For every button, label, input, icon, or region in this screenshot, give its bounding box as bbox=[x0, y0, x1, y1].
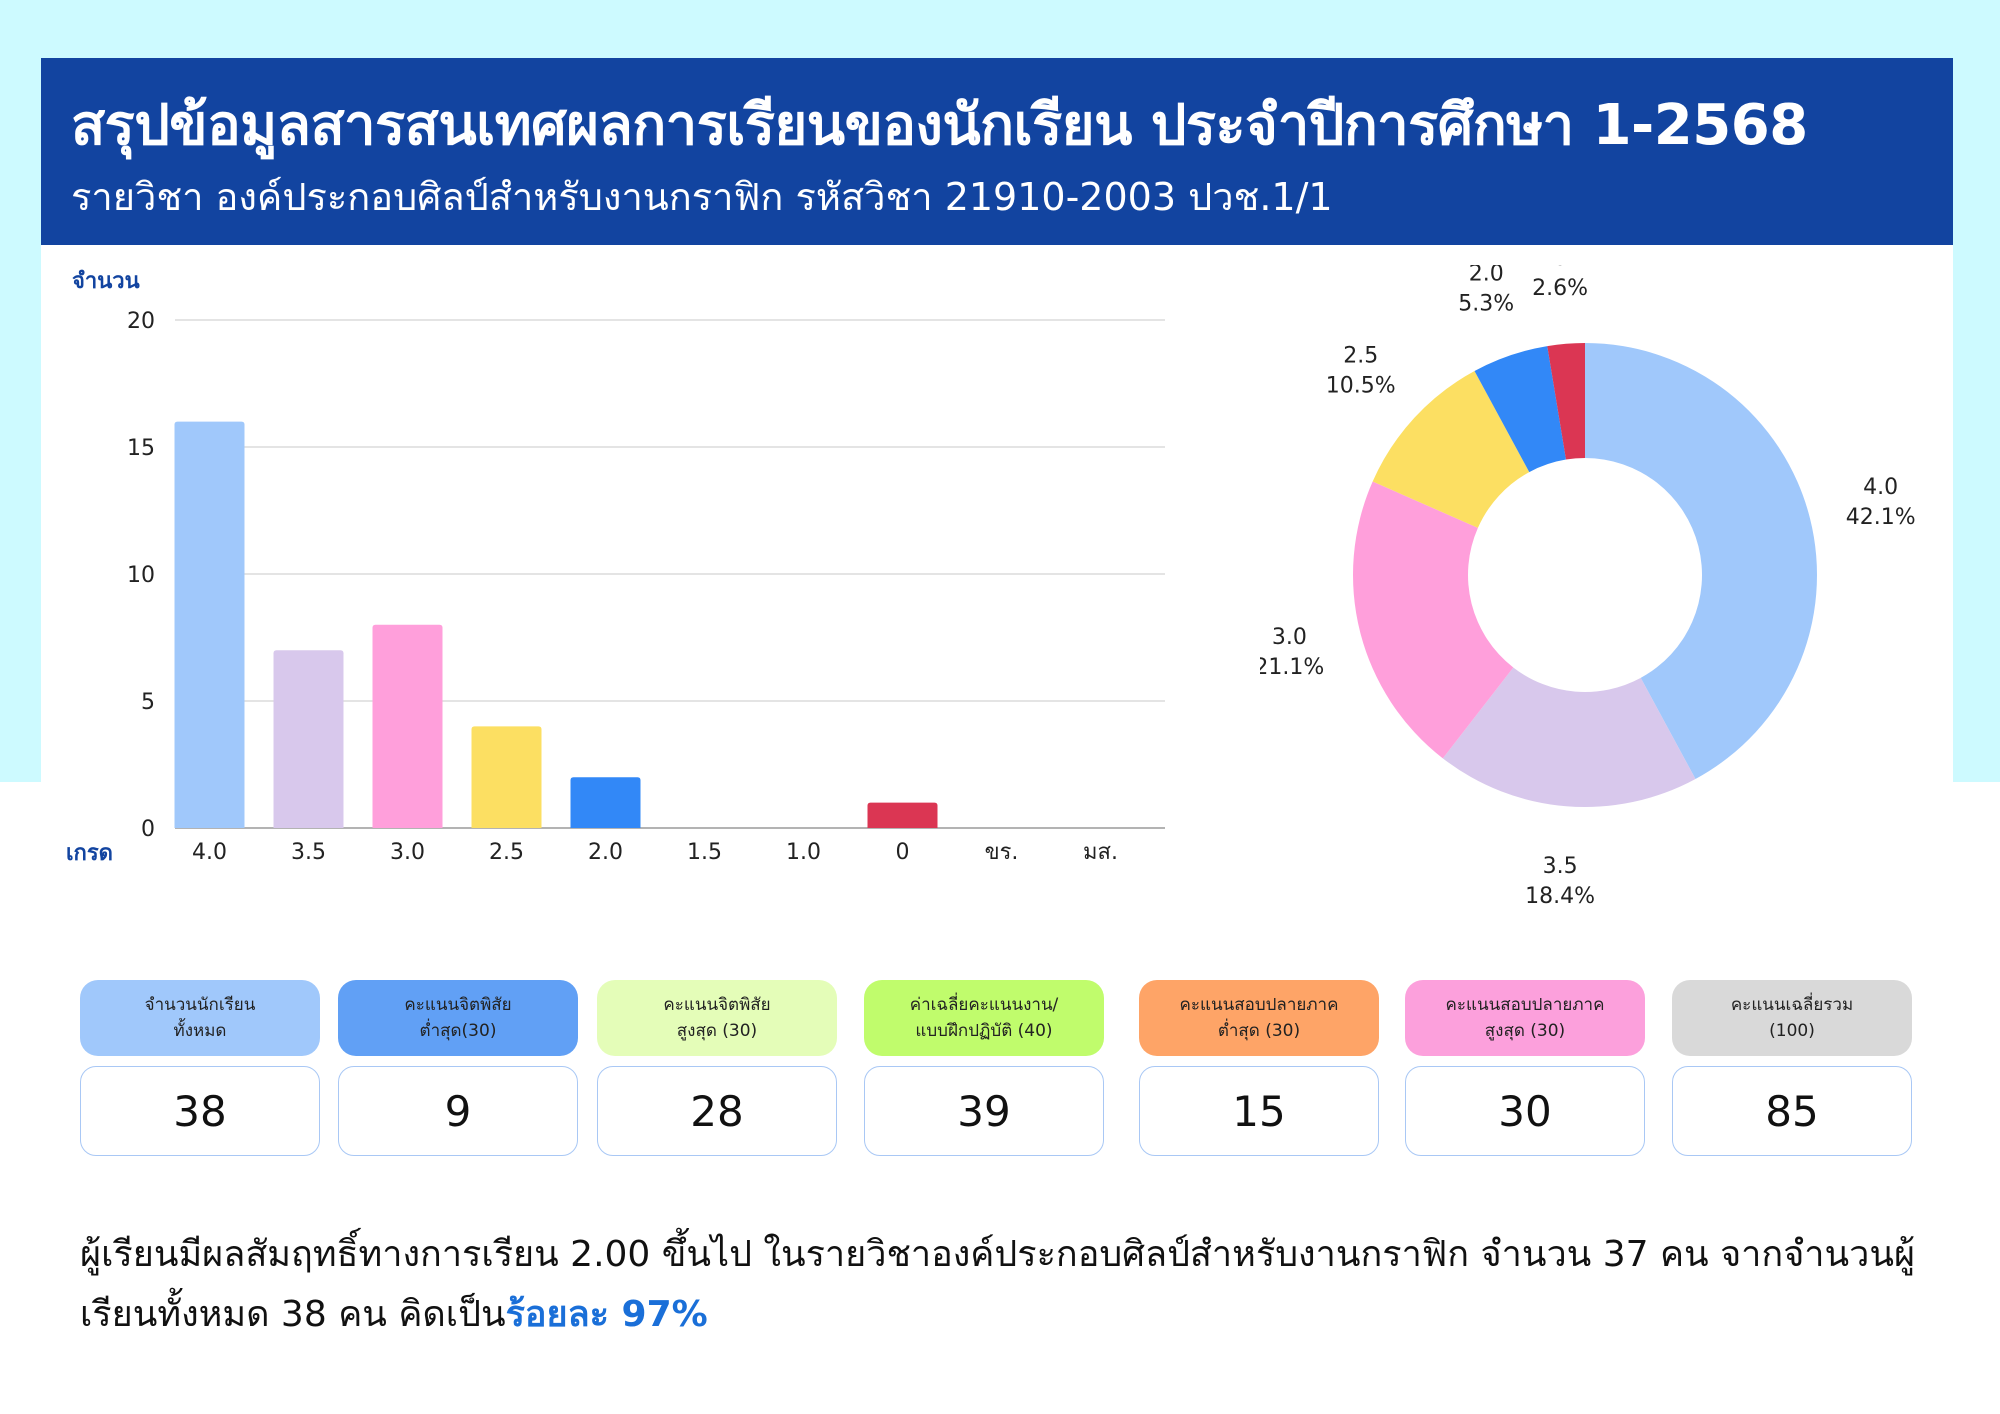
grade-donut-chart: 4.0 42.1% 3.5 18.4% 3.0 21.1% 2.5 10.5% 2.0 5.3% 0… bbox=[1260, 265, 1916, 905]
x-tick-label: 2.5 bbox=[489, 840, 524, 865]
donut-slice-2.0 bbox=[1474, 346, 1566, 473]
stat-value: 30 bbox=[1405, 1066, 1645, 1156]
donut-label: 4.0 bbox=[1863, 475, 1898, 500]
x-axis-title: เกรด bbox=[66, 841, 113, 866]
stat-value: 85 bbox=[1672, 1066, 1912, 1156]
bar-2.0 bbox=[570, 777, 641, 828]
donut-slice-0 bbox=[1547, 343, 1585, 460]
stat-card: จำนวนนักเรียน ทั้งหมด 38 bbox=[80, 980, 320, 1156]
stat-value: 15 bbox=[1139, 1066, 1379, 1156]
donut-label: 2.0 bbox=[1469, 265, 1504, 286]
x-tick-label: 4.0 bbox=[192, 840, 227, 865]
stat-value: 9 bbox=[338, 1066, 578, 1156]
stat-card: คะแนนสอบปลายภาค ต่ำสุด (30) 15 bbox=[1139, 980, 1379, 1156]
donut-label: 3.0 bbox=[1272, 625, 1307, 650]
x-tick-label: 1.0 bbox=[786, 840, 821, 865]
header-banner: สรุปข้อมูลสารสนเทศผลการเรียนของนักเรียน … bbox=[41, 58, 1953, 245]
y-tick-label: 15 bbox=[127, 436, 155, 461]
page-title: สรุปข้อมูลสารสนเทศผลการเรียนของนักเรียน … bbox=[71, 93, 1808, 158]
stat-label: คะแนนจิตพิสัย ต่ำสุด(30) bbox=[338, 980, 578, 1056]
summary-percentage: ร้อยละ 97% bbox=[505, 1294, 708, 1335]
x-tick-label: มส. bbox=[1083, 840, 1118, 865]
donut-label: 0 bbox=[1553, 265, 1567, 271]
donut-label: 3.5 bbox=[1543, 854, 1578, 879]
stat-label: คะแนนสอบปลายภาค สูงสุด (30) bbox=[1405, 980, 1645, 1056]
stat-label: จำนวนนักเรียน ทั้งหมด bbox=[80, 980, 320, 1056]
y-axis-title: จำนวน bbox=[72, 269, 140, 294]
x-tick-label: 3.0 bbox=[390, 840, 425, 865]
y-tick-label: 0 bbox=[141, 817, 155, 842]
x-tick-label: 3.5 bbox=[291, 840, 326, 865]
stat-card: คะแนนเฉลี่ยรวม (100) 85 bbox=[1672, 980, 1912, 1156]
stat-label: ค่าเฉลี่ยคะแนนงาน/ แบบฝึกปฏิบัติ (40) bbox=[864, 980, 1104, 1056]
donut-pct-label: 5.3% bbox=[1458, 291, 1514, 316]
x-tick-label: 1.5 bbox=[687, 840, 722, 865]
bar-3.0 bbox=[372, 624, 443, 828]
donut-label: 2.5 bbox=[1343, 343, 1378, 368]
donut-pct-label: 18.4% bbox=[1525, 884, 1595, 905]
stat-value: 38 bbox=[80, 1066, 320, 1156]
summary-body: ผู้เรียนมีผลสัมฤทธิ์ทางการเรียน 2.00 ขึ้… bbox=[80, 1234, 1916, 1335]
page-subtitle: รายวิชา องค์ประกอบศิลป์สำหรับงานกราฟิก ร… bbox=[71, 175, 1333, 219]
bar-2.5 bbox=[471, 726, 542, 828]
y-tick-label: 10 bbox=[127, 563, 155, 588]
summary-text: ผู้เรียนมีผลสัมฤทธิ์ทางการเรียน 2.00 ขึ้… bbox=[80, 1225, 1920, 1345]
x-tick-label: ขร. bbox=[985, 840, 1019, 865]
stat-value: 28 bbox=[597, 1066, 837, 1156]
bar-4.0 bbox=[174, 421, 245, 828]
bar-0 bbox=[867, 802, 938, 828]
stat-label: คะแนนเฉลี่ยรวม (100) bbox=[1672, 980, 1912, 1056]
x-tick-label: 0 bbox=[896, 840, 910, 865]
donut-pct-label: 2.6% bbox=[1532, 276, 1588, 301]
donut-slice-2.5 bbox=[1372, 370, 1530, 528]
stat-card: คะแนนจิตพิสัย สูงสุด (30) 28 bbox=[597, 980, 837, 1156]
stat-label: คะแนนสอบปลายภาค ต่ำสุด (30) bbox=[1139, 980, 1379, 1056]
bar-3.5 bbox=[273, 650, 344, 828]
y-tick-label: 5 bbox=[141, 690, 155, 715]
stat-card: คะแนนสอบปลายภาค สูงสุด (30) 30 bbox=[1405, 980, 1645, 1156]
x-tick-label: 2.0 bbox=[588, 840, 623, 865]
donut-pct-label: 10.5% bbox=[1326, 373, 1396, 398]
donut-pct-label: 42.1% bbox=[1846, 505, 1916, 530]
donut-slice-3.5 bbox=[1442, 667, 1696, 807]
y-tick-label: 20 bbox=[127, 309, 155, 334]
stat-value: 39 bbox=[864, 1066, 1104, 1156]
stat-label: คะแนนจิตพิสัย สูงสุด (30) bbox=[597, 980, 837, 1056]
donut-slice-3.0 bbox=[1353, 481, 1514, 759]
donut-slice-4.0 bbox=[1585, 343, 1817, 780]
stat-card: ค่าเฉลี่ยคะแนนงาน/ แบบฝึกปฏิบัติ (40) 39 bbox=[864, 980, 1104, 1156]
donut-pct-label: 21.1% bbox=[1260, 655, 1324, 680]
stat-card: คะแนนจิตพิสัย ต่ำสุด(30) 9 bbox=[338, 980, 578, 1156]
